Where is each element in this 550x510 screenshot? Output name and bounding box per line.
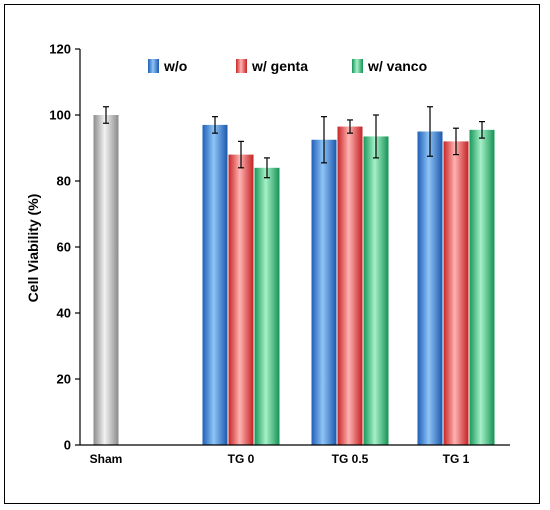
y-tick-label: 60 [57,240,71,255]
error-bar [479,120,485,139]
error-bar [103,106,109,124]
legend-swatch [236,59,247,73]
error-bar [212,116,218,134]
x-tick-label: TG 0.5 [332,452,369,466]
error-bar [347,119,353,134]
bar-tg-1-w-genta [443,141,469,445]
bar-tg-0.5-w-vanco [363,136,389,445]
legend-swatch [148,59,159,73]
bar-tg-0-w-o [202,124,228,446]
y-tick-label: 120 [49,42,71,57]
x-axis-labels: Sham TG 0 TG 0.5 TG 1 [90,452,470,466]
legend: w/o w/ genta w/ vanco [148,58,427,74]
error-bar [427,106,433,157]
legend-swatch [352,59,363,73]
bar-tg-1-w-vanco [469,129,495,445]
error-bar [238,140,244,169]
x-tick-label: TG 0 [228,452,255,466]
y-tick-label: 80 [57,174,71,189]
y-tick-label: 0 [64,438,71,453]
legend-label: w/o [163,58,187,74]
legend-item: w/ genta [236,58,308,74]
error-bar [264,157,270,179]
bars [93,115,495,446]
figure-frame [4,4,540,504]
y-axis-label: Cell Viability (%) [25,194,41,303]
y-tick-label: 20 [57,372,71,387]
bar-tg-0.5-w-genta [337,126,363,446]
bar-tg-0-w-vanco [254,167,280,446]
x-tick-label: Sham [90,452,123,466]
legend-item: w/ vanco [352,58,427,74]
error-bars [103,106,485,179]
bar-sham-sham [93,115,119,445]
error-bar [453,127,459,156]
bar-tg-0.5-w-o [311,139,337,445]
error-bar [321,116,327,164]
y-tick-label: 100 [49,108,71,123]
legend-label: w/ vanco [367,58,427,74]
error-bar [373,114,379,159]
bar-tg-1-w-o [417,131,443,445]
bar-tg-0-w-genta [228,154,254,445]
x-tick-label: TG 1 [443,452,470,466]
legend-label: w/ genta [251,58,308,74]
y-tick-label: 40 [57,306,71,321]
y-axis-ticks: 0 20 40 60 80 100 120 [49,42,80,453]
legend-item: w/o [148,58,187,74]
